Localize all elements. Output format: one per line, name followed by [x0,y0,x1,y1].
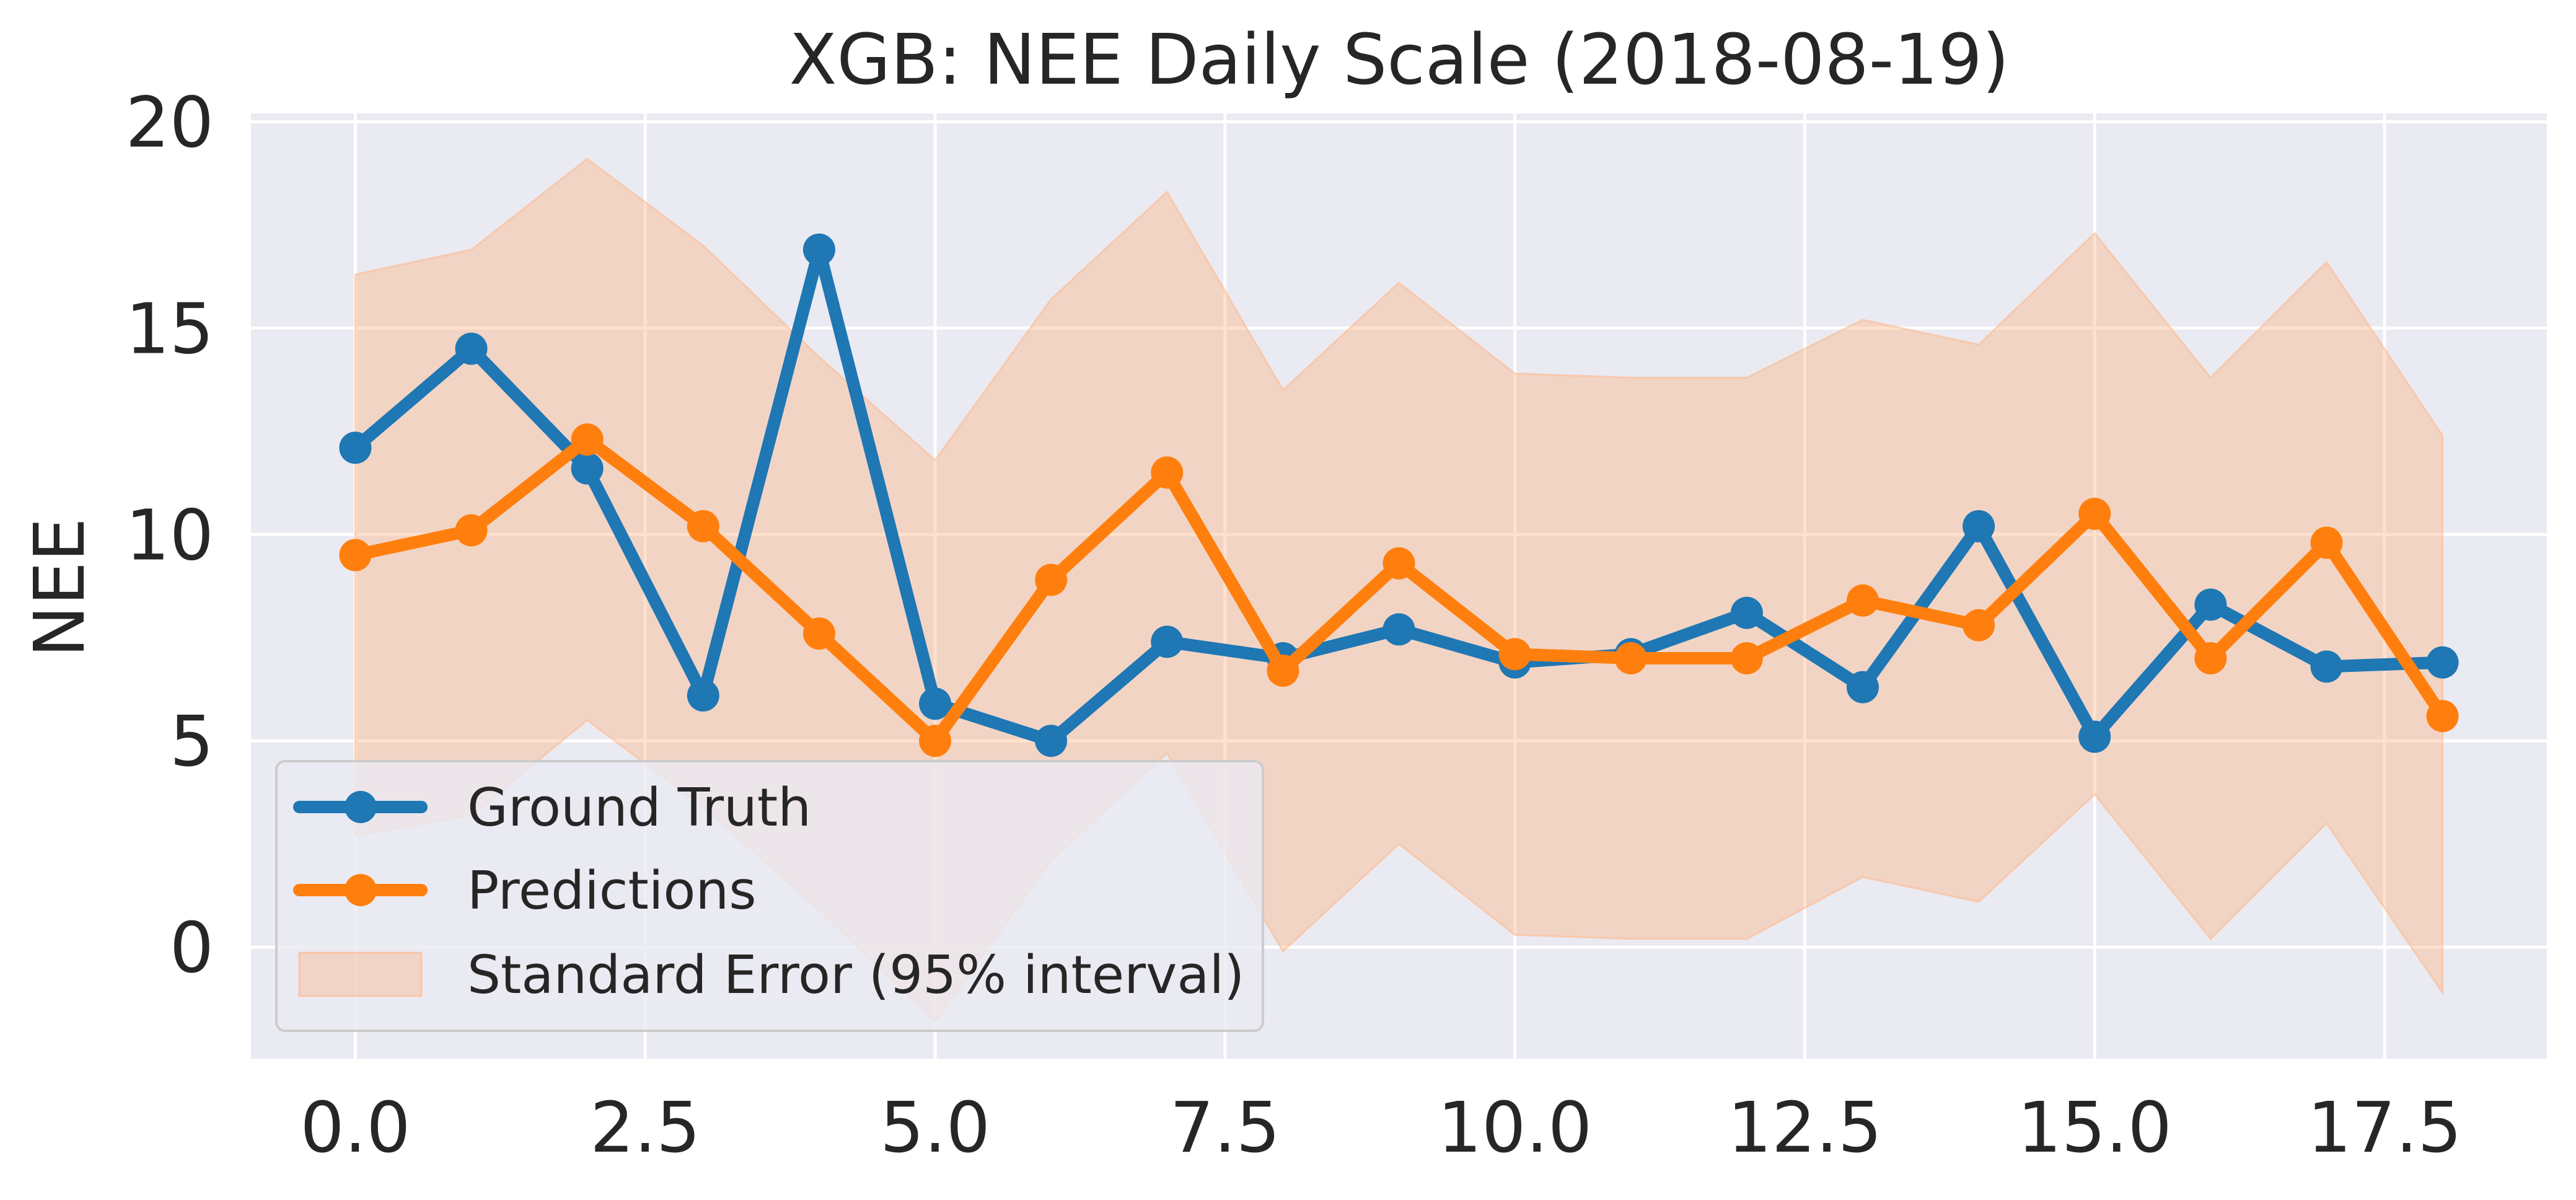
data-point-ground-truth-6 [1035,725,1068,757]
legend-label-standard-error: Standard Error (95% interval) [467,945,1244,1006]
data-point-predictions-18 [2426,700,2459,733]
data-point-predictions-12 [1730,642,1763,675]
x-tick-label-1: 2.5 [590,1088,700,1168]
y-axis-label: NEE [20,518,100,657]
data-point-predictions-3 [687,510,719,542]
data-point-predictions-11 [1614,642,1647,675]
data-point-ground-truth-0 [339,431,372,464]
data-point-ground-truth-5 [919,687,952,720]
data-point-predictions-7 [1151,456,1184,489]
data-point-predictions-6 [1035,563,1068,596]
y-tick-label-3: 15 [125,289,214,369]
y-axis-ticks: 0 5 10 15 20 [125,82,214,989]
x-tick-label-5: 12.5 [1728,1088,1882,1168]
data-point-ground-truth-15 [2078,720,2111,753]
y-tick-label-4: 20 [125,82,214,163]
x-tick-label-7: 17.5 [2307,1088,2461,1168]
data-point-ground-truth-13 [1846,671,1879,704]
data-point-predictions-14 [1963,609,1995,642]
legend-marker-predictions [345,874,377,906]
data-point-predictions-5 [919,725,952,757]
x-tick-label-0: 0.0 [300,1088,410,1168]
data-point-predictions-17 [2310,526,2343,559]
data-point-ground-truth-14 [1963,510,1995,542]
data-point-predictions-2 [571,423,604,456]
grid [251,113,2547,1059]
data-point-ground-truth-2 [571,452,604,485]
y-tick-label-0: 0 [170,908,214,989]
data-point-predictions-13 [1846,584,1879,617]
data-point-ground-truth-7 [1151,625,1184,658]
data-point-predictions-0 [339,539,372,571]
data-point-ground-truth-12 [1730,596,1763,629]
data-point-ground-truth-17 [2310,650,2343,683]
data-point-ground-truth-4 [802,233,835,266]
chart-title: XGB: NEE Daily Scale (2018-08-19) [789,20,2010,100]
data-point-predictions-10 [1498,638,1531,671]
data-point-ground-truth-16 [2194,588,2227,621]
y-tick-label-2: 10 [125,495,214,576]
x-tick-label-4: 10.0 [1438,1088,1592,1168]
x-tick-label-3: 7.5 [1170,1088,1280,1168]
legend-swatch-standard-error [298,951,423,997]
data-point-predictions-4 [802,617,835,650]
data-point-predictions-9 [1383,547,1415,580]
legend-box [275,760,1264,1032]
x-tick-label-6: 15.0 [2018,1088,2172,1168]
x-axis-ticks: 0.0 2.5 5.0 7.5 10.0 12.5 15.0 17.5 [300,1088,2461,1168]
data-point-ground-truth-18 [2426,646,2459,679]
legend-marker-ground-truth [345,791,377,823]
legend-label-predictions: Predictions [467,860,757,922]
series-group [339,233,2459,757]
x-tick-label-2: 5.0 [880,1088,990,1168]
y-tick-label-1: 5 [170,702,214,782]
data-point-ground-truth-1 [455,332,488,365]
legend: Ground Truth Predictions Standard Error … [275,760,1264,1032]
data-point-ground-truth-3 [687,679,719,712]
data-point-predictions-8 [1267,655,1299,687]
data-point-predictions-15 [2078,497,2111,530]
data-point-ground-truth-9 [1383,613,1415,646]
legend-label-ground-truth: Ground Truth [467,777,811,839]
data-point-predictions-1 [455,514,488,547]
data-point-predictions-16 [2194,642,2227,675]
